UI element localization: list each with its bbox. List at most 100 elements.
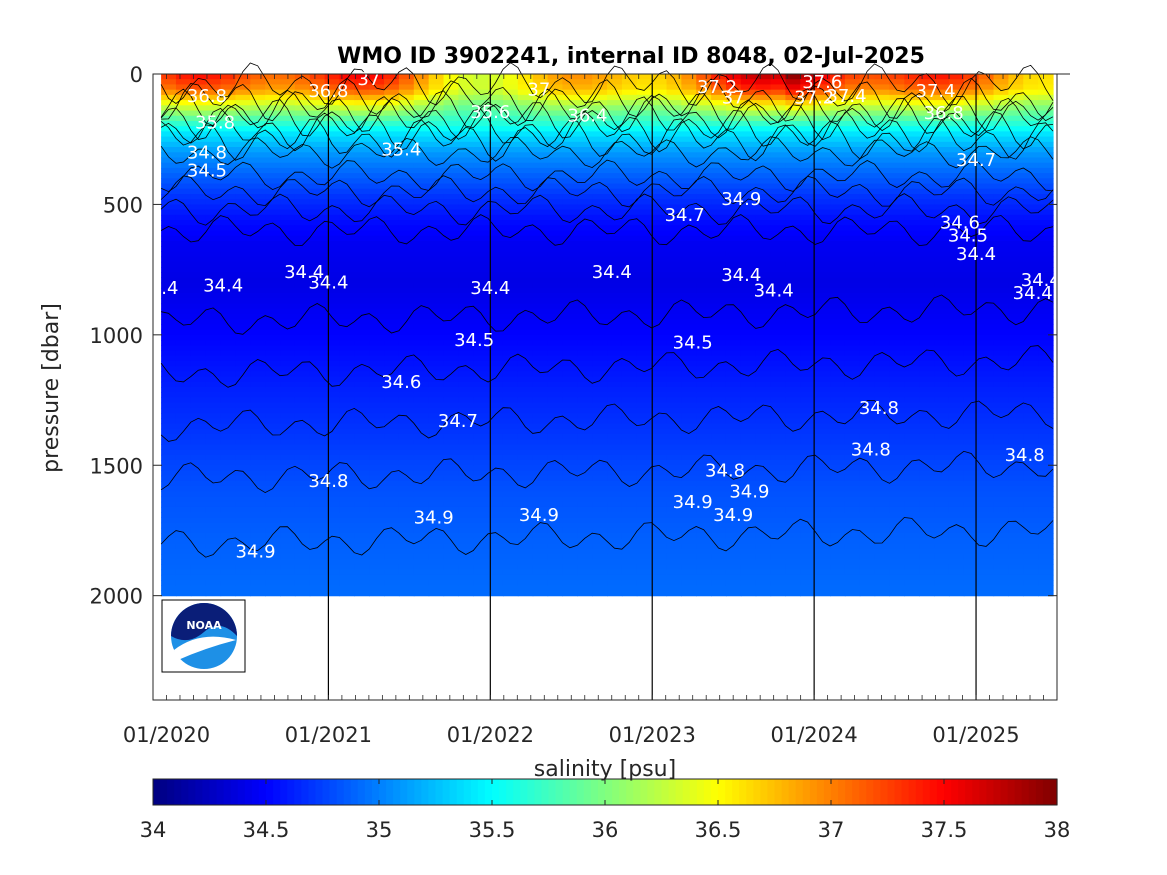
heatmap-cell bbox=[532, 74, 549, 80]
heatmap-cell bbox=[725, 84, 742, 91]
heatmap-cell bbox=[175, 214, 192, 221]
heatmap-cell bbox=[844, 423, 861, 430]
heatmap-cell bbox=[190, 470, 207, 477]
heatmap-cell bbox=[770, 517, 787, 524]
heatmap-cell bbox=[309, 559, 326, 565]
heatmap-cell bbox=[265, 543, 281, 550]
heatmap-cell bbox=[428, 287, 445, 294]
heatmap-cell bbox=[369, 538, 385, 545]
heatmap-cell bbox=[517, 94, 534, 101]
heatmap-cell bbox=[398, 246, 415, 252]
heatmap-cell bbox=[443, 402, 459, 409]
heatmap-cell bbox=[369, 209, 385, 216]
heatmap-cell bbox=[265, 334, 281, 341]
heatmap-cell bbox=[607, 475, 623, 482]
heatmap-cell bbox=[547, 178, 564, 185]
heatmap-cell bbox=[205, 308, 222, 315]
heatmap-cell bbox=[874, 590, 891, 597]
heatmap-cell bbox=[413, 553, 430, 560]
heatmap-cell bbox=[725, 303, 742, 310]
heatmap-cell bbox=[488, 240, 504, 247]
heatmap-cell bbox=[725, 334, 742, 341]
heatmap-cell bbox=[309, 580, 326, 586]
heatmap-cell bbox=[577, 141, 593, 148]
heatmap-cell bbox=[175, 105, 192, 112]
heatmap-cell bbox=[190, 376, 207, 383]
heatmap-cell bbox=[384, 282, 400, 289]
heatmap-cell bbox=[175, 371, 192, 378]
heatmap-cell bbox=[205, 79, 222, 86]
heatmap-cell bbox=[562, 126, 578, 132]
heatmap-cell bbox=[175, 444, 192, 451]
heatmap-cell bbox=[205, 553, 222, 560]
heatmap-cell bbox=[250, 105, 266, 112]
heatmap-cell bbox=[413, 559, 430, 565]
heatmap-cell bbox=[458, 313, 474, 320]
heatmap-cell bbox=[235, 433, 251, 440]
heatmap-cell bbox=[844, 303, 861, 310]
heatmap-cell bbox=[711, 522, 727, 529]
heatmap-cell bbox=[294, 491, 311, 498]
heatmap-cell bbox=[488, 308, 504, 315]
heatmap-cell bbox=[562, 574, 578, 581]
heatmap-cell bbox=[621, 574, 638, 581]
heatmap-cell bbox=[562, 559, 578, 565]
heatmap-cell bbox=[636, 267, 653, 273]
heatmap-cell bbox=[309, 287, 326, 294]
heatmap-cell bbox=[562, 110, 578, 117]
heatmap-cell bbox=[770, 460, 787, 466]
heatmap-cell bbox=[651, 298, 668, 305]
heatmap-cell bbox=[651, 538, 668, 545]
heatmap-cell bbox=[161, 564, 177, 571]
heatmap-cell bbox=[844, 152, 861, 159]
heatmap-cell bbox=[785, 439, 801, 445]
heatmap-cell bbox=[369, 439, 385, 445]
heatmap-cell bbox=[161, 340, 177, 346]
heatmap-cell bbox=[175, 157, 192, 164]
heatmap-cell bbox=[755, 188, 772, 195]
heatmap-cell bbox=[488, 120, 504, 127]
heatmap-cell bbox=[725, 387, 742, 393]
heatmap-cell bbox=[502, 585, 519, 592]
heatmap-cell bbox=[354, 512, 370, 519]
heatmap-cell bbox=[517, 527, 534, 534]
heatmap-cell bbox=[711, 506, 727, 513]
heatmap-cell bbox=[339, 178, 355, 185]
heatmap-cell bbox=[265, 522, 281, 529]
heatmap-cell bbox=[696, 334, 712, 341]
heatmap-cell bbox=[235, 470, 251, 477]
heatmap-cell bbox=[844, 287, 861, 294]
heatmap-cell bbox=[175, 460, 192, 466]
heatmap-cell bbox=[309, 261, 326, 268]
heatmap-cell bbox=[859, 293, 876, 299]
heatmap-cell bbox=[532, 480, 549, 487]
heatmap-cell bbox=[815, 449, 831, 456]
heatmap-cell bbox=[458, 115, 474, 122]
heatmap-cell bbox=[725, 444, 742, 451]
heatmap-cell bbox=[532, 465, 549, 472]
heatmap-cell bbox=[607, 355, 623, 362]
heatmap-cell bbox=[369, 235, 385, 242]
heatmap-cell bbox=[488, 506, 504, 513]
heatmap-cell bbox=[681, 527, 697, 534]
heatmap-cell bbox=[889, 506, 905, 513]
heatmap-cell bbox=[844, 350, 861, 357]
heatmap-cell bbox=[651, 506, 668, 513]
heatmap-cell bbox=[696, 428, 712, 435]
heatmap-cell bbox=[651, 381, 668, 388]
heatmap-cell bbox=[621, 423, 638, 430]
heatmap-cell bbox=[874, 548, 891, 555]
heatmap-cell bbox=[205, 74, 222, 80]
heatmap-cell bbox=[339, 423, 355, 430]
heatmap-cell bbox=[428, 240, 445, 247]
heatmap-cell bbox=[859, 486, 876, 492]
heatmap-cell bbox=[889, 387, 905, 393]
heatmap-cell bbox=[755, 465, 772, 472]
heatmap-cell bbox=[280, 496, 296, 503]
heatmap-cell bbox=[488, 100, 504, 106]
heatmap-cell bbox=[413, 470, 430, 477]
heatmap-cell bbox=[175, 74, 192, 80]
heatmap-cell bbox=[384, 313, 400, 320]
heatmap-cell bbox=[755, 126, 772, 132]
heatmap-cell bbox=[235, 272, 251, 279]
